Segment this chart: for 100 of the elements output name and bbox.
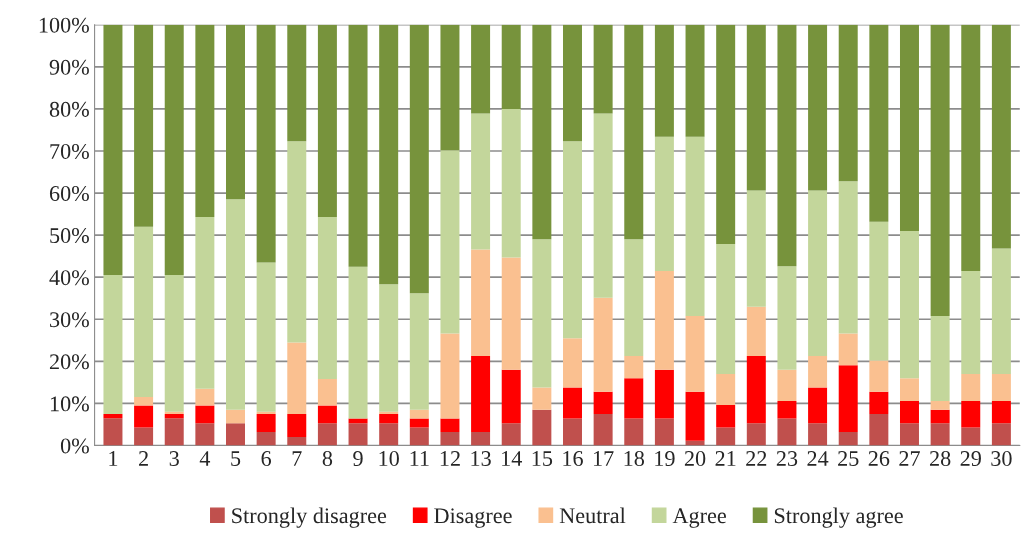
x-tick-label: 1 xyxy=(109,451,118,466)
bar xyxy=(685,391,705,441)
bar xyxy=(654,270,674,370)
bar xyxy=(471,249,491,356)
bar xyxy=(103,24,123,276)
bar xyxy=(746,355,766,424)
bar xyxy=(103,418,123,446)
bar xyxy=(164,411,184,414)
bar xyxy=(501,423,521,446)
bar xyxy=(440,24,460,151)
bar xyxy=(164,418,184,446)
bar xyxy=(991,248,1011,374)
y-tick-label: 80% xyxy=(49,101,89,117)
bar xyxy=(808,24,828,191)
bar xyxy=(777,369,797,401)
bar xyxy=(869,24,889,222)
bar xyxy=(348,266,368,419)
bar xyxy=(409,293,429,410)
bar xyxy=(930,400,950,410)
x-tick-label: 25 xyxy=(838,451,859,466)
bar xyxy=(348,423,368,446)
bar xyxy=(685,315,705,392)
bar xyxy=(961,270,981,374)
bar xyxy=(654,136,674,271)
bar xyxy=(317,423,337,446)
bar xyxy=(440,333,460,419)
bar xyxy=(563,24,582,142)
bar xyxy=(961,373,981,401)
x-tick-label: 5 xyxy=(231,451,241,466)
y-tick-label: 90% xyxy=(49,59,89,75)
y-tick-label: 100% xyxy=(39,17,89,33)
bar xyxy=(471,113,491,250)
legend-label: Agree xyxy=(672,508,726,528)
bar xyxy=(593,297,613,392)
bar xyxy=(624,418,644,446)
bar xyxy=(256,24,276,263)
bar xyxy=(287,141,307,343)
bar xyxy=(930,409,950,424)
bar xyxy=(716,405,736,428)
bar xyxy=(899,400,919,424)
bar xyxy=(317,24,337,218)
bar xyxy=(440,418,460,433)
bar xyxy=(624,378,644,419)
bar xyxy=(409,409,429,419)
bar xyxy=(317,217,337,380)
bar xyxy=(287,437,307,446)
bar xyxy=(991,423,1011,446)
bar xyxy=(808,423,828,446)
bar xyxy=(501,369,521,424)
bar xyxy=(256,411,276,414)
bar xyxy=(593,391,613,414)
bar xyxy=(164,24,184,276)
bar xyxy=(624,239,644,356)
y-tick-label: 50% xyxy=(50,228,89,244)
bar xyxy=(440,432,460,446)
bar xyxy=(746,190,766,307)
x-tick-label: 10 xyxy=(379,451,399,466)
bar xyxy=(930,423,950,446)
bar xyxy=(961,400,981,428)
bar xyxy=(961,24,981,271)
y-tick-label: 70% xyxy=(50,143,89,159)
bar xyxy=(869,360,889,392)
bar xyxy=(379,284,399,412)
x-tick-label: 3 xyxy=(169,451,179,466)
x-tick-label: 13 xyxy=(471,451,491,466)
bar xyxy=(777,24,797,267)
bar xyxy=(164,413,184,419)
bar xyxy=(930,315,950,401)
bar xyxy=(593,413,613,446)
bar xyxy=(195,24,215,218)
legend-label: Disagree xyxy=(434,508,512,528)
bar xyxy=(899,423,919,446)
bar xyxy=(930,24,950,316)
bar xyxy=(317,405,337,424)
x-tick-label: 2 xyxy=(139,451,148,466)
bar xyxy=(716,243,736,374)
bar xyxy=(195,388,215,406)
x-tick-label: 6 xyxy=(261,451,272,466)
legend-label: Strongly agree xyxy=(774,507,903,528)
bar xyxy=(838,365,858,433)
bar xyxy=(501,108,521,258)
x-tick-label: 14 xyxy=(502,451,522,466)
bar xyxy=(777,400,797,419)
bar xyxy=(287,342,307,414)
bar xyxy=(532,239,552,388)
bar xyxy=(716,24,736,244)
y-tick-label: 30% xyxy=(50,312,89,328)
bar xyxy=(624,24,644,240)
bar xyxy=(532,409,552,446)
bar xyxy=(991,400,1011,424)
bar xyxy=(379,423,399,446)
bar xyxy=(287,24,307,142)
bar xyxy=(593,113,613,298)
bar xyxy=(195,217,215,389)
bar xyxy=(899,230,919,379)
x-tick-label: 23 xyxy=(776,451,798,466)
bar xyxy=(654,369,674,419)
bar xyxy=(103,275,123,414)
bar xyxy=(746,423,766,446)
bar xyxy=(164,275,184,412)
